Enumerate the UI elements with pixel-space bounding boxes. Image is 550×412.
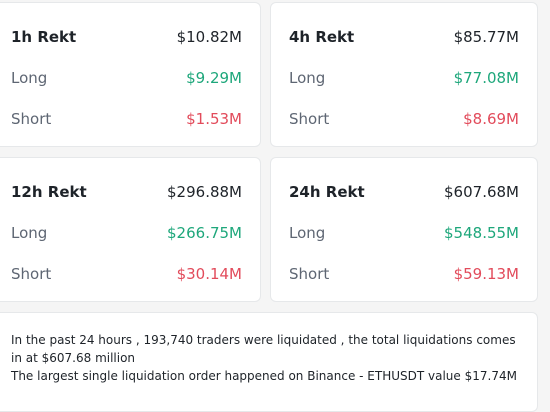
long-value: $9.29M <box>186 69 242 87</box>
short-label: Short <box>11 110 52 128</box>
long-label: Long <box>289 69 326 87</box>
short-row: Short $1.53M <box>11 109 242 129</box>
long-row: Long $9.29M <box>11 68 242 88</box>
liquidation-summary: In the past 24 hours , 193,740 traders w… <box>0 312 538 412</box>
long-row: Long $77.08M <box>289 68 519 88</box>
card-title: 1h Rekt <box>11 28 77 46</box>
card-title: 12h Rekt <box>11 183 87 201</box>
total-row: 4h Rekt $85.77M <box>289 27 519 47</box>
total-value: $10.82M <box>176 28 242 46</box>
long-value: $548.55M <box>444 224 519 242</box>
short-value: $8.69M <box>463 110 519 128</box>
summary-largest-order-text: The largest single liquidation order hap… <box>11 369 517 383</box>
summary-total-text: In the past 24 hours , 193,740 traders w… <box>11 333 516 365</box>
short-row: Short $59.13M <box>289 264 519 284</box>
card-title: 4h Rekt <box>289 28 355 46</box>
total-row: 24h Rekt $607.68M <box>289 182 519 202</box>
total-value: $296.88M <box>167 183 242 201</box>
rekt-card-1h: 1h Rekt $10.82M Long $9.29M Short $1.53M <box>0 2 261 147</box>
rekt-card-24h: 24h Rekt $607.68M Long $548.55M Short $5… <box>270 157 538 302</box>
long-row: Long $266.75M <box>11 223 242 243</box>
short-row: Short $8.69M <box>289 109 519 129</box>
total-value: $85.77M <box>453 28 519 46</box>
long-label: Long <box>11 69 48 87</box>
long-value: $266.75M <box>167 224 242 242</box>
short-value: $59.13M <box>453 265 519 283</box>
short-label: Short <box>11 265 52 283</box>
total-row: 1h Rekt $10.82M <box>11 27 242 47</box>
rekt-card-4h: 4h Rekt $85.77M Long $77.08M Short $8.69… <box>270 2 538 147</box>
card-title: 24h Rekt <box>289 183 365 201</box>
short-value: $30.14M <box>176 265 242 283</box>
short-row: Short $30.14M <box>11 264 242 284</box>
short-label: Short <box>289 110 330 128</box>
long-value: $77.08M <box>453 69 519 87</box>
rekt-card-12h: 12h Rekt $296.88M Long $266.75M Short $3… <box>0 157 261 302</box>
long-label: Long <box>11 224 48 242</box>
long-row: Long $548.55M <box>289 223 519 243</box>
short-label: Short <box>289 265 330 283</box>
total-row: 12h Rekt $296.88M <box>11 182 242 202</box>
total-value: $607.68M <box>444 183 519 201</box>
short-value: $1.53M <box>186 110 242 128</box>
long-label: Long <box>289 224 326 242</box>
